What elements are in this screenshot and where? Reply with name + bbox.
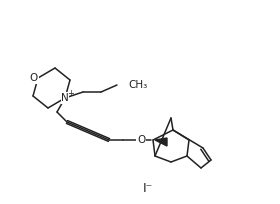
Polygon shape (155, 138, 167, 146)
Text: CH₃: CH₃ (128, 80, 147, 90)
Text: O: O (30, 73, 38, 83)
Text: O: O (137, 135, 145, 145)
Text: N: N (61, 93, 69, 103)
Text: +: + (67, 90, 74, 99)
Text: I⁻: I⁻ (143, 182, 153, 194)
